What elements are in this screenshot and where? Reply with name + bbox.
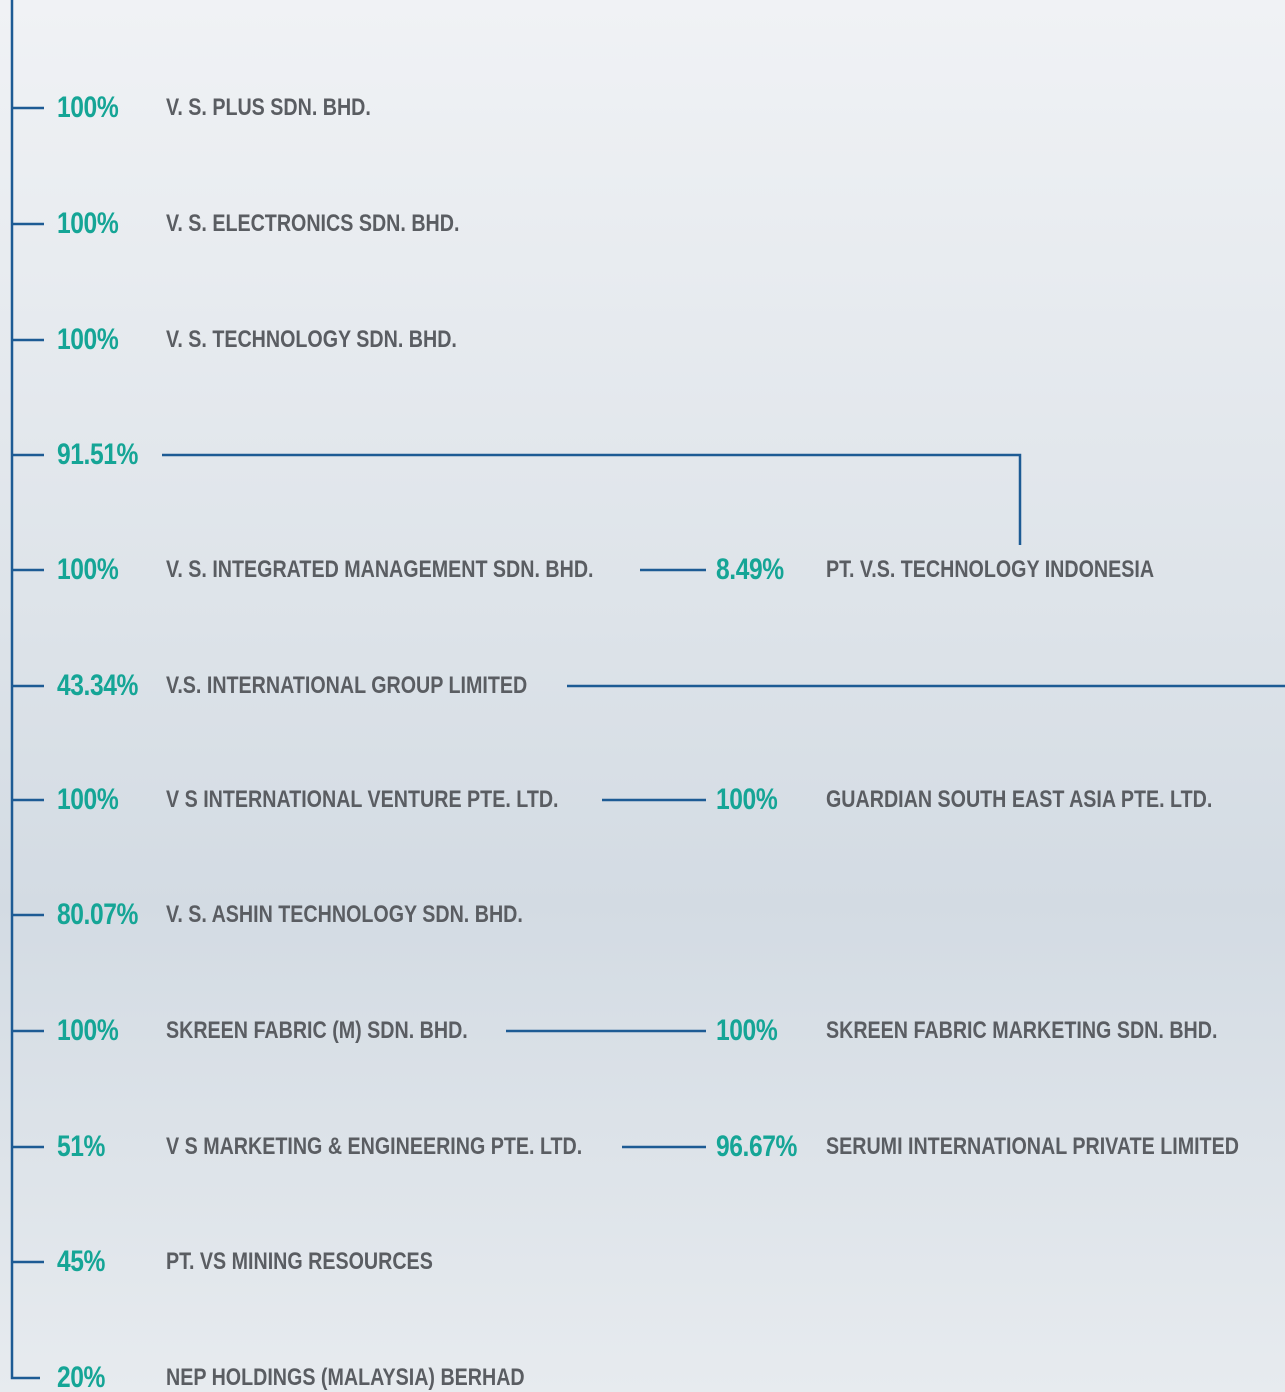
ownership-percent: 51% bbox=[57, 1130, 106, 1163]
ownership-percent: 100% bbox=[716, 783, 778, 816]
ownership-percent: 100% bbox=[57, 91, 119, 124]
ownership-percent: 8.49% bbox=[716, 553, 784, 586]
ownership-percent: 100% bbox=[57, 323, 119, 356]
company-name: GUARDIAN SOUTH EAST ASIA PTE. LTD. bbox=[826, 786, 1213, 813]
company-name: SKREEN FABRIC MARKETING SDN. BHD. bbox=[826, 1017, 1218, 1044]
company-name: PT. V.S. TECHNOLOGY INDONESIA bbox=[826, 556, 1155, 583]
ownership-percent: 80.07% bbox=[57, 898, 138, 931]
branch-ticks bbox=[12, 106, 44, 1264]
trunk-line bbox=[10, 0, 40, 1380]
company-name: V. S. ASHIN TECHNOLOGY SDN. BHD. bbox=[166, 901, 523, 928]
company-name: V. S. ELECTRONICS SDN. BHD. bbox=[166, 210, 460, 237]
company-name: V S MARKETING & ENGINEERING PTE. LTD. bbox=[166, 1133, 583, 1160]
company-name: V. S. PLUS SDN. BHD. bbox=[166, 94, 371, 121]
connector bbox=[162, 453, 1022, 545]
ownership-percent: 100% bbox=[57, 783, 119, 816]
company-name: SKREEN FABRIC (M) SDN. BHD. bbox=[166, 1017, 468, 1044]
ownership-percent: 100% bbox=[57, 1014, 119, 1047]
company-name: SERUMI INTERNATIONAL PRIVATE LIMITED bbox=[826, 1133, 1239, 1160]
company-name: V. S. INTEGRATED MANAGEMENT SDN. BHD. bbox=[166, 556, 594, 583]
ownership-percent: 100% bbox=[716, 1014, 778, 1047]
company-name: V S INTERNATIONAL VENTURE PTE. LTD. bbox=[166, 786, 559, 813]
ownership-percent: 100% bbox=[57, 207, 119, 240]
ownership-percent: 91.51% bbox=[57, 438, 138, 471]
company-name: PT. VS MINING RESOURCES bbox=[166, 1248, 433, 1275]
ownership-percent: 96.67% bbox=[716, 1130, 797, 1163]
company-name: V. S. TECHNOLOGY SDN. BHD. bbox=[166, 326, 457, 353]
company-name: NEP HOLDINGS (MALAYSIA) BERHAD bbox=[166, 1364, 525, 1391]
ownership-percent: 45% bbox=[57, 1245, 106, 1278]
ownership-percent: 100% bbox=[57, 553, 119, 586]
ownership-percent: 43.34% bbox=[57, 669, 138, 702]
ownership-percent: 20% bbox=[57, 1361, 106, 1392]
company-name: V.S. INTERNATIONAL GROUP LIMITED bbox=[166, 672, 528, 699]
